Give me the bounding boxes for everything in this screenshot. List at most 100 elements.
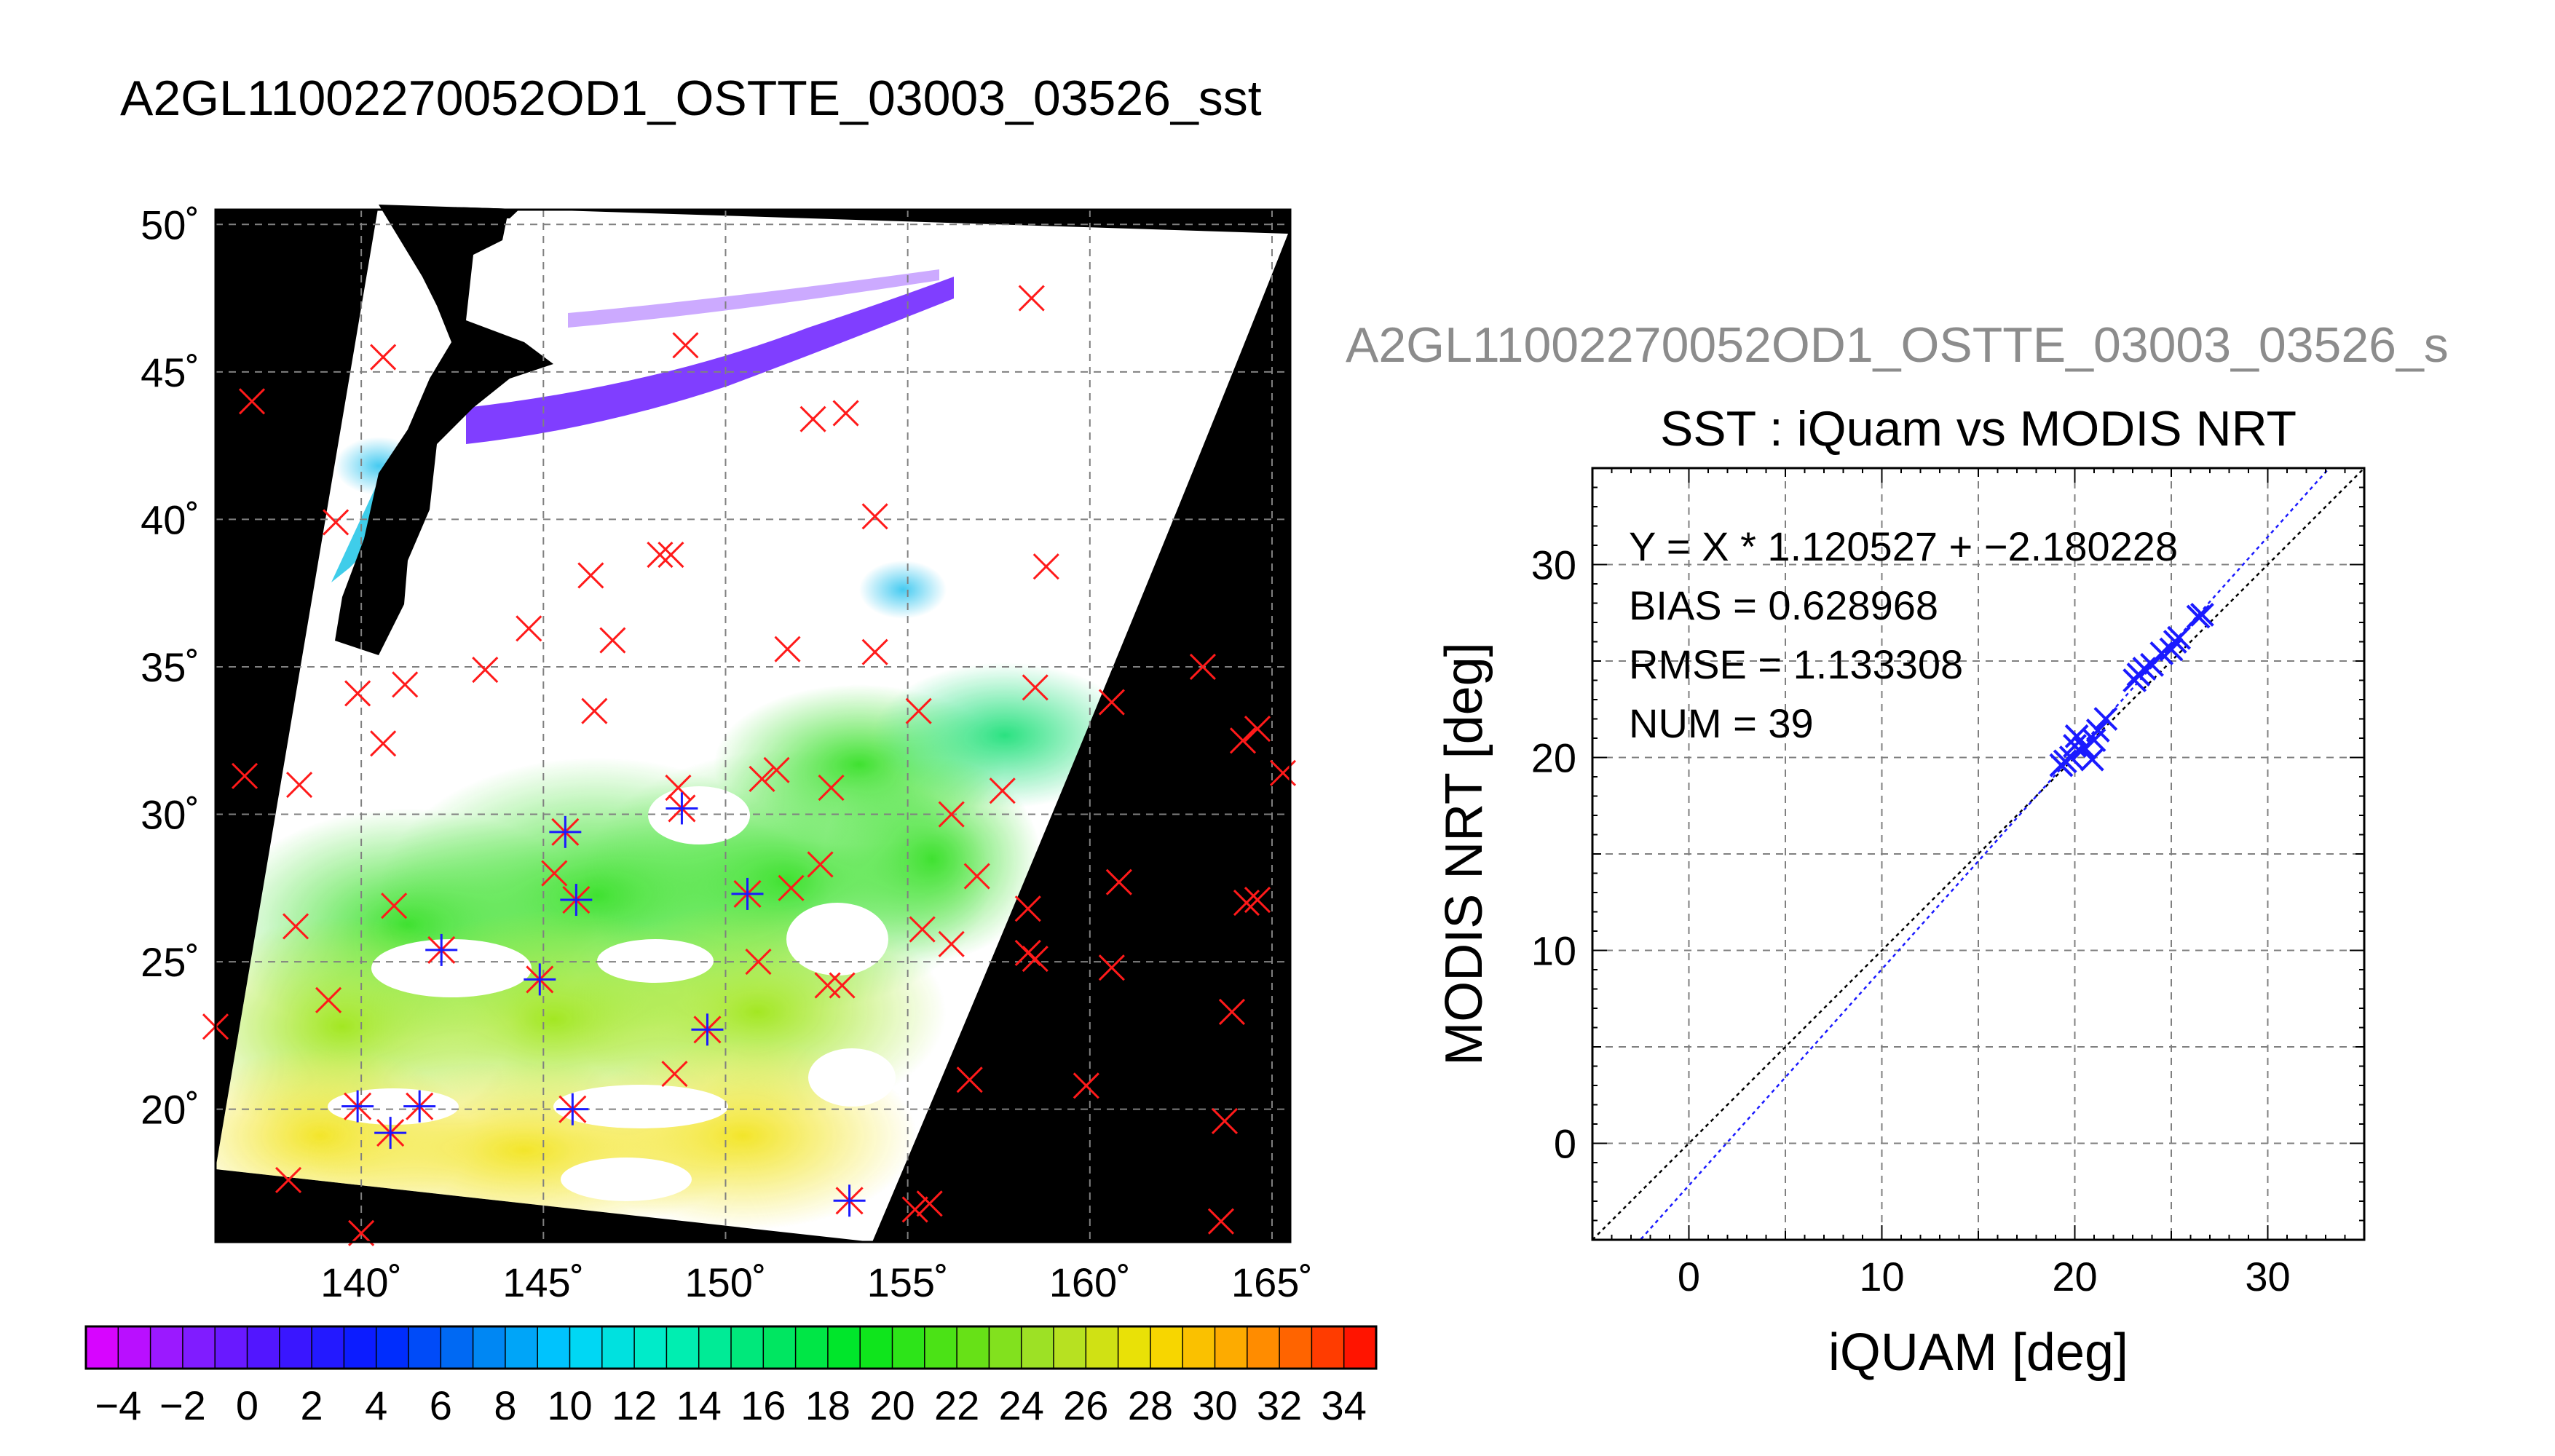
colorbar-tick-label: 32 (1257, 1382, 1302, 1428)
insitu-marker (963, 863, 990, 890)
marker-stroke (1098, 954, 1125, 981)
scatter-plot: 0 10 20 30 0 10 20 30 Y = X * 1.120527 + −2.180… (1435, 467, 2366, 1382)
marker-stroke (286, 771, 313, 799)
matchup-marker (691, 1013, 724, 1046)
colorbar-bin (1118, 1326, 1151, 1369)
colorbar-bin (1150, 1326, 1183, 1369)
insitu-marker (1073, 1072, 1099, 1099)
marker-stroke (1244, 886, 1271, 914)
marker-stroke (1218, 998, 1246, 1026)
insitu-marker (370, 344, 397, 371)
marker-stroke (2159, 637, 2184, 662)
matchup-marker (341, 1090, 374, 1123)
colorbar-tick-label: 24 (999, 1382, 1044, 1428)
scatter-point (2159, 637, 2184, 662)
colorbar-bin (150, 1326, 183, 1369)
map-lat-tick-label: 30˚ (141, 792, 200, 838)
scatter-point (2063, 734, 2087, 759)
colorbar-bin (215, 1326, 248, 1369)
colorbar-tick-label: 28 (1128, 1382, 1173, 1428)
insitu-marker (938, 801, 965, 828)
colorbar-bin (1086, 1326, 1119, 1369)
insitu-marker (901, 1196, 928, 1223)
insitu-marker (1018, 285, 1045, 312)
insitu-marker (1022, 674, 1049, 701)
marker-stroke (1018, 285, 1045, 312)
marker-stroke (1022, 946, 1049, 973)
insitu-marker (323, 509, 350, 536)
scatter-point (2080, 747, 2104, 772)
map-lat-ticks: 50˚ 45˚ 40˚ 35˚ 30˚ 25˚ 20˚ (141, 202, 200, 1132)
scatter-x-tick-label: 30 (2245, 1254, 2290, 1299)
marker-stroke (861, 503, 888, 530)
marker-stroke (1211, 1107, 1238, 1134)
marker-stroke (275, 1166, 302, 1193)
marker-stroke (231, 762, 258, 789)
colorbar-bin (86, 1326, 119, 1369)
scatter-point (2189, 602, 2214, 627)
colorbar-bin (698, 1326, 732, 1369)
stats-bias: BIAS = 0.628968 (1629, 582, 1938, 628)
colorbar-bin (731, 1326, 764, 1369)
marker-stroke (901, 1196, 928, 1223)
map-lat-tick-label: 45˚ (141, 349, 200, 395)
colorbar-tick-label: 10 (547, 1382, 592, 1428)
matchup-marker (374, 1117, 407, 1150)
insitu-marker (1032, 553, 1059, 580)
map-lat-tick-label: 50˚ (141, 202, 200, 248)
colorbar-bin (537, 1326, 571, 1369)
marker-stroke (2080, 747, 2104, 772)
colorbar-bin (989, 1326, 1022, 1369)
colorbar-bin (860, 1326, 893, 1369)
colorbar-bin (182, 1326, 216, 1369)
insitu-marker (1211, 1107, 1238, 1134)
insitu-marker (1189, 653, 1216, 681)
marker-stroke (2085, 718, 2110, 743)
marker-stroke (749, 765, 775, 792)
marker-stroke (938, 930, 965, 957)
colorbar-tick-label: 34 (1322, 1382, 1367, 1428)
scatter-x-tick-label: 20 (2052, 1254, 2097, 1299)
map-lon-ticks: 140˚ 145˚ 150˚ 155˚ 160˚ 165˚ (320, 1259, 1313, 1305)
colorbar-bin (247, 1326, 280, 1369)
marker-stroke (818, 775, 845, 802)
marker-stroke (963, 863, 990, 890)
marker-stroke (315, 986, 342, 1013)
colorbar-bin (1247, 1326, 1280, 1369)
colorbar-bin (408, 1326, 441, 1369)
colorbar-bin (1215, 1326, 1248, 1369)
insitu-marker (909, 916, 936, 943)
insitu-marker (275, 1166, 302, 1193)
marker-stroke (1032, 553, 1059, 580)
marker-stroke (238, 388, 266, 415)
insitu-marker (807, 851, 834, 878)
scatter-title: SST : iQuam vs MODIS NRT (1660, 401, 2297, 456)
marker-stroke (1098, 689, 1125, 716)
colorbar-bin (569, 1326, 603, 1369)
colorbar-tick-label: −4 (95, 1382, 141, 1428)
insitu-marker (315, 986, 342, 1013)
stats-num: NUM = 39 (1629, 700, 1814, 746)
insitu-marker (1014, 895, 1041, 922)
insitu-marker (956, 1067, 983, 1093)
map-lat-tick-label: 25˚ (141, 939, 200, 985)
marker-stroke (1233, 890, 1260, 917)
insitu-marker (1244, 715, 1271, 743)
scatter-y-tick-label: 0 (1554, 1121, 1576, 1167)
matchup-marker (560, 884, 593, 917)
colorbar-bin (1343, 1326, 1377, 1369)
marker-stroke (672, 332, 699, 359)
marker-stroke (1207, 1208, 1234, 1235)
marker-stroke (745, 949, 772, 976)
matchup-marker (524, 963, 556, 996)
marker-stroke (829, 972, 856, 999)
insitu-marker (472, 656, 499, 684)
colorbar-bin (601, 1326, 635, 1369)
colorbar-bin (279, 1326, 312, 1369)
colorbar-tick-label: 30 (1192, 1382, 1237, 1428)
colorbar-bin (376, 1326, 409, 1369)
marker-stroke (956, 1067, 983, 1093)
colorbar-bin (827, 1326, 861, 1369)
insitu-marker (599, 627, 626, 654)
colorbar-bin (763, 1326, 797, 1369)
